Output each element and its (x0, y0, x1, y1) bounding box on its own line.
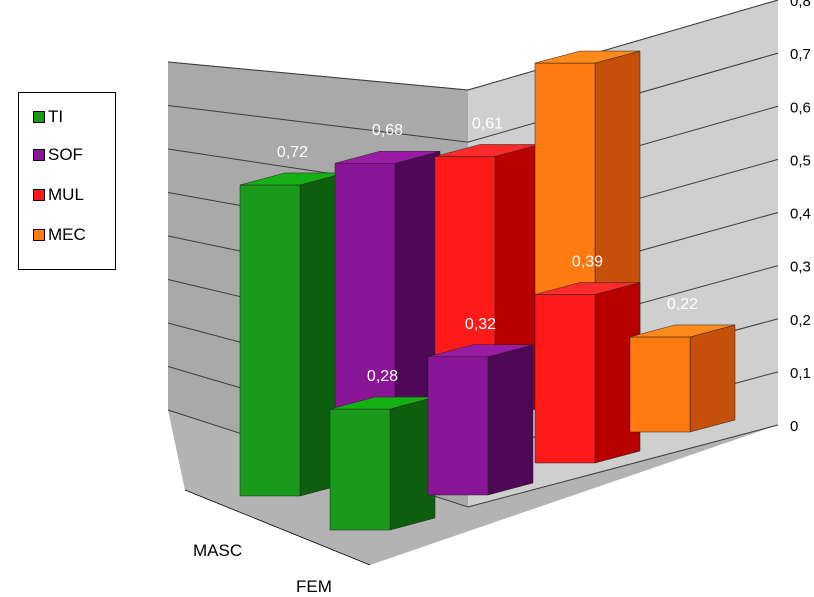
x-tick-label: MASC (193, 541, 242, 560)
bar-mec-masc-top (534, 50, 641, 64)
bar-ti-masc-data-label: 0,72 (277, 144, 308, 161)
bar-sof-fem-top (427, 344, 534, 358)
legend-swatch-ti (33, 111, 45, 123)
bar-sof-masc-top (334, 150, 441, 164)
bar-mec-fem-top (629, 324, 736, 338)
legend-item-ti: TI (33, 107, 63, 127)
bar-sof-fem-data-label: 0,32 (465, 316, 496, 333)
bars: 0,72 0,68 0,61 0,78 0,28 0,32 0,39 0,22 (239, 22, 736, 531)
bar-sof-fem-front (427, 356, 489, 496)
x-axis-tick-labels: MASC FEM (184, 489, 371, 596)
legend-item-mec: MEC (33, 225, 86, 245)
floor (168, 410, 778, 565)
gridline (167, 0, 779, 91)
bar-mul-masc-data-label: 0,61 (472, 115, 503, 132)
legend-label-mec: MEC (48, 225, 86, 244)
gridline (167, 52, 779, 143)
y-tick-label: 0 (790, 418, 798, 435)
legend-item-sof: SOF (33, 145, 83, 165)
depth-axis-line (184, 489, 371, 566)
bar-mul-fem-top (534, 282, 641, 295)
bar-ti-fem-front (329, 408, 391, 531)
legend-label-sof: SOF (48, 145, 83, 164)
y-tick-label: 0,2 (790, 312, 811, 329)
y-tick-label: 0,7 (790, 46, 811, 63)
y-tick-label: 0,6 (790, 99, 811, 116)
bar-ti-fem-data-label: 0,28 (367, 368, 398, 385)
bar-ti-masc-front (239, 184, 301, 497)
bar-mec-masc-data-label: 0,78 (572, 22, 603, 39)
y-axis-tick-labels: 0 0,1 0,2 0,3 0,4 0,5 0,6 0,7 0,8 (790, 0, 811, 435)
y-tick-label: 0,8 (790, 0, 811, 10)
legend-item-mul: MUL (33, 185, 84, 205)
legend-swatch-sof (33, 149, 45, 161)
legend-label-ti: TI (48, 107, 64, 126)
bar-mec-fem-data-label: 0,22 (667, 296, 698, 313)
legend-swatch-mec (33, 229, 45, 241)
bar-mul-fem-data-label: 0,39 (572, 254, 603, 271)
y-tick-label: 0,1 (790, 365, 811, 382)
bar-mec-fem-side (689, 324, 736, 433)
legend-label-mul: MUL (48, 185, 84, 204)
legend: TI SOF MUL MEC (18, 92, 116, 270)
x-tick-label: FEM (296, 577, 332, 596)
legend-swatch-mul (33, 189, 45, 201)
y-tick-label: 0,5 (790, 152, 811, 169)
y-tick-label: 0,4 (790, 206, 811, 223)
bar-sof-masc-data-label: 0,68 (372, 122, 403, 139)
bar-mec-fem-front (629, 336, 691, 433)
bar-mul-fem-front (534, 294, 596, 464)
bar-sof-fem-side (487, 344, 534, 496)
y-tick-label: 0,3 (790, 259, 811, 276)
